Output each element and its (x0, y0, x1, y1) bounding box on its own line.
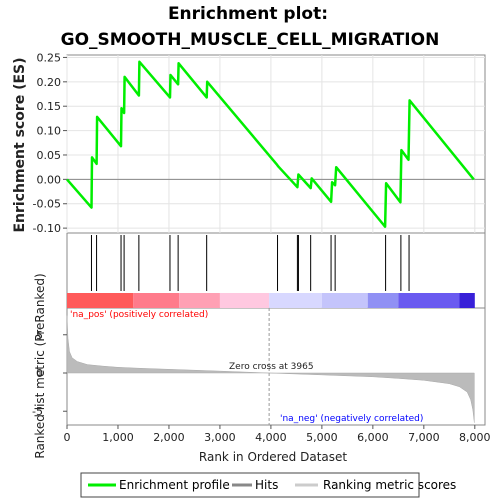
es-tick-label: 0.25 (37, 51, 62, 64)
metric-tick-label: -5 (32, 405, 43, 418)
rank-color-bar (67, 293, 475, 308)
x-tick-label: 4,000 (255, 431, 287, 444)
color-bar-segment (179, 293, 220, 308)
x-tick-label: 0 (64, 431, 71, 444)
x-tick-label: 1,000 (102, 431, 134, 444)
legend-label-hits: Hits (255, 478, 278, 492)
x-tick-label: 2,000 (153, 431, 185, 444)
legend-label-profile: Enrichment profile (119, 478, 230, 492)
x-tick-label: 6,000 (357, 431, 389, 444)
es-tick-label: 0.20 (37, 76, 62, 89)
es-tick-label: -0.10 (33, 222, 61, 235)
legend-label-metric: Ranking metric scores (323, 478, 456, 492)
color-bar-segment (133, 293, 180, 308)
color-bar-segment (269, 293, 322, 308)
positive-correlation-label: 'na_pos' (positively correlated) (70, 310, 208, 320)
es-tick-label: 0.15 (37, 100, 62, 113)
es-tick-label: 0.00 (37, 173, 62, 186)
chart-title-line2: GO_SMOOTH_MUSCLE_CELL_MIGRATION (61, 30, 440, 50)
chart-title-line1: Enrichment plot: (168, 4, 328, 24)
color-bar-segment (321, 293, 368, 308)
x-tick-label: 8,000 (459, 431, 491, 444)
es-tick-label: 0.10 (37, 125, 62, 138)
x-tick-label: 5,000 (306, 431, 338, 444)
x-tick-label: 3,000 (204, 431, 236, 444)
x-tick-label: 7,000 (408, 431, 440, 444)
metric-y-ticks: 5 0 -5 (32, 329, 67, 418)
metric-tick-label: 5 (36, 329, 43, 342)
es-y-ticks: 0.25 0.20 0.15 0.10 0.05 0.00 -0.05 -0.10 (33, 51, 67, 235)
color-bar-segment (219, 293, 270, 308)
x-ticks: 0 1,000 2,000 3,000 4,000 5,000 6,000 7,000 8,00… (64, 425, 491, 444)
es-tick-label: -0.05 (33, 198, 61, 211)
es-y-axis-label: Enrichment score (ES) (12, 57, 28, 232)
color-bar-segment (67, 293, 134, 308)
es-tick-label: 0.05 (37, 149, 62, 162)
negative-correlation-label: 'na_neg' (negatively correlated) (280, 414, 423, 424)
x-axis-label: Rank in Ordered Dataset (199, 450, 347, 464)
color-bar-segment (459, 293, 475, 308)
color-bar-segment (367, 293, 399, 308)
metric-y-axis-label: Ranked list metric (PreRanked) (33, 273, 47, 458)
metric-tick-label: 0 (36, 367, 43, 380)
metric-area-group (66, 308, 475, 425)
hit-lines (90, 235, 410, 291)
es-gridlines (66, 55, 485, 233)
zero-cross-label: Zero cross at 3965 (229, 362, 314, 372)
color-bar-segment (398, 293, 460, 308)
es-curve-group (66, 60, 475, 228)
enrichment-profile-line (66, 60, 475, 228)
